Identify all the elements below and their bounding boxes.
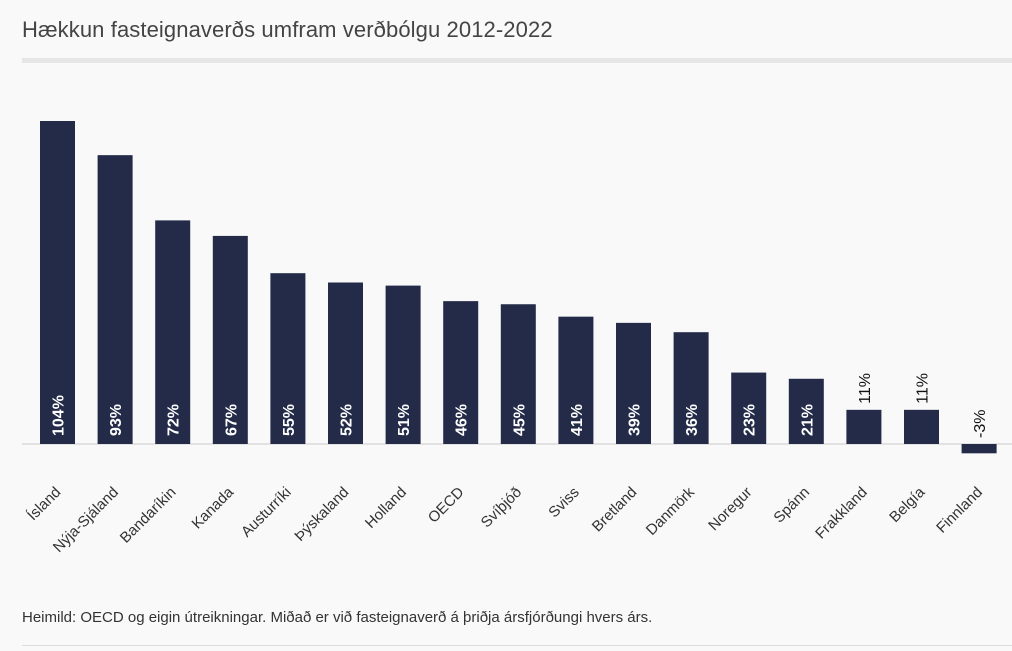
category-label-5: Austurríki (238, 484, 295, 541)
bar-chart: 104%Ísland93%Nýja-Sjáland72%Bandaríkin67… (22, 121, 1012, 556)
value-label-13: 23% (742, 404, 759, 436)
category-label-10: Sviss (545, 484, 582, 521)
value-label-5: 55% (281, 404, 298, 436)
category-label-3: Bandaríkin (117, 484, 180, 547)
value-label-12: 36% (684, 404, 701, 436)
value-label-6: 52% (339, 404, 356, 436)
category-label-13: Noregur (705, 484, 755, 534)
category-label-15: Frakkland (812, 484, 871, 543)
bar-1 (40, 121, 75, 444)
value-label-14: 21% (799, 404, 816, 436)
bar-6 (328, 282, 363, 444)
value-label-7: 51% (396, 404, 413, 436)
bar-14 (788, 378, 824, 444)
bar-4 (212, 235, 248, 444)
source-note: Heimild: OECD og eigin útreikningar. Mið… (22, 609, 653, 626)
bar-17 (961, 444, 997, 454)
category-label-4: Kanada (189, 483, 238, 532)
category-label-8: OECD (425, 484, 468, 527)
category-label-17: Finnland (933, 484, 986, 537)
value-label-4: 67% (223, 404, 240, 436)
bar-16 (904, 409, 939, 444)
bar-9 (500, 304, 536, 444)
value-label-2: 93% (108, 404, 125, 436)
value-label-16: 11% (915, 373, 932, 404)
category-label-14: Spánn (770, 484, 813, 527)
value-label-11: 39% (627, 404, 644, 436)
value-label-8: 46% (454, 404, 471, 436)
value-label-17: -3% (972, 410, 989, 438)
category-label-6: Þýskaland (291, 484, 352, 545)
value-label-9: 45% (511, 404, 528, 436)
category-label-16: Belgía (886, 483, 929, 526)
value-label-10: 41% (569, 404, 586, 436)
title-divider (22, 58, 1012, 63)
category-label-11: Bretland (589, 484, 641, 536)
value-label-1: 104% (51, 395, 68, 436)
bar-7 (385, 285, 421, 444)
bar-15 (846, 409, 882, 444)
bar-3 (155, 220, 191, 444)
category-label-12: Danmörk (643, 483, 698, 538)
bar-8 (443, 301, 479, 444)
bottom-divider (22, 645, 1012, 646)
category-label-1: Ísland (24, 484, 64, 524)
value-label-3: 72% (166, 404, 183, 436)
value-label-15: 11% (857, 373, 874, 404)
bar-10 (558, 316, 594, 444)
bar-5 (270, 273, 306, 444)
category-label-7: Holland (362, 484, 410, 532)
bar-12 (673, 332, 709, 444)
category-label-9: Svíþjóð (478, 484, 525, 531)
chart-title: Hækkun fasteignaverðs umfram verðbólgu 2… (22, 17, 553, 42)
bar-13 (731, 372, 767, 444)
bar-2 (97, 155, 133, 445)
bar-11 (616, 322, 651, 444)
